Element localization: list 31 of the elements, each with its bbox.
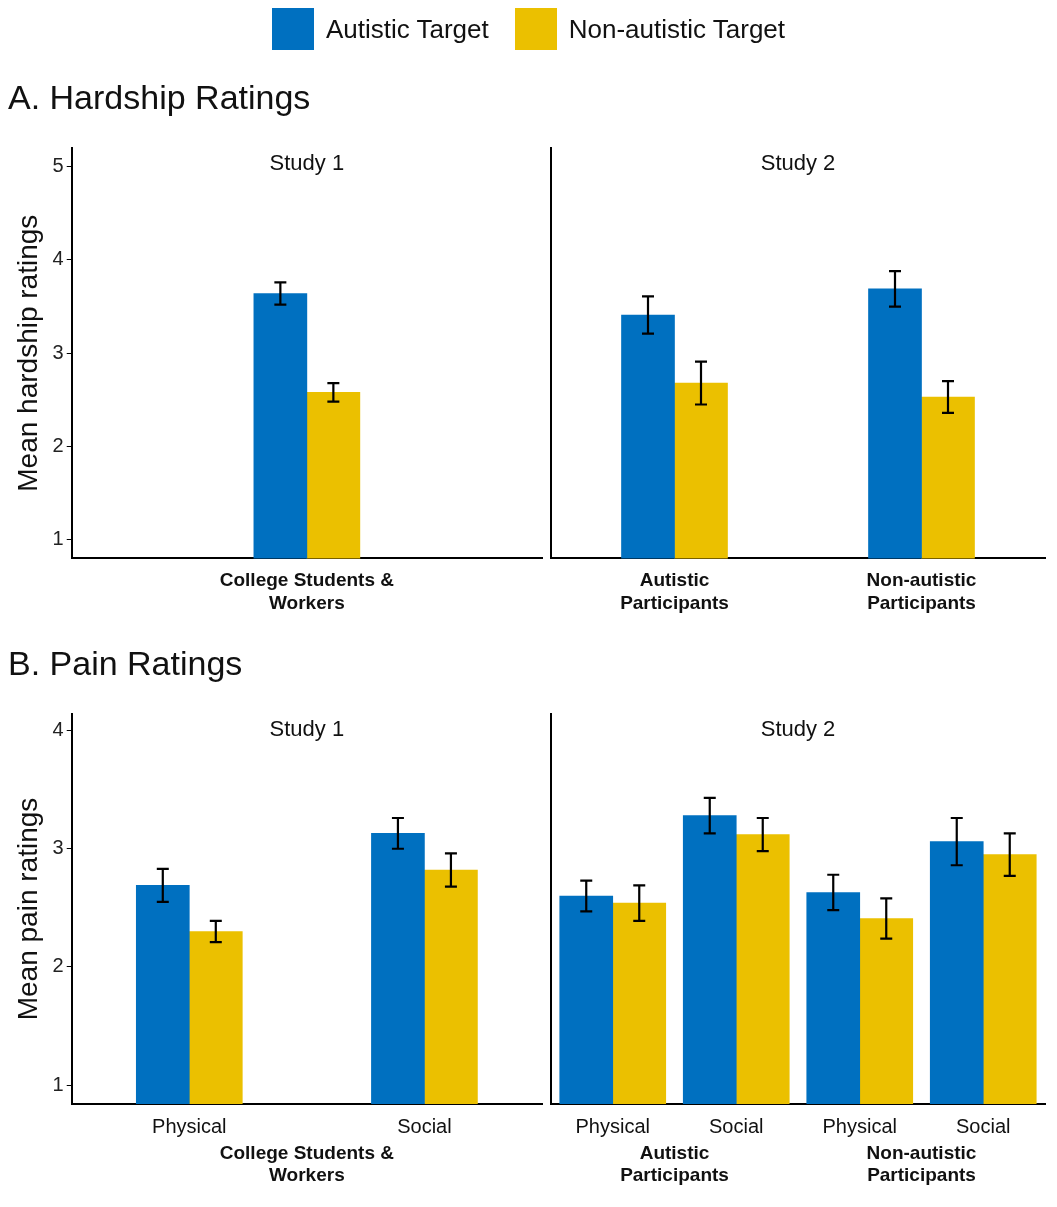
y-tick-label: 1 [52, 1072, 64, 1095]
text: Autistic Participants [620, 1142, 729, 1186]
y-tick-label: 4 [52, 718, 64, 741]
chart-subtitle: Study 2 [760, 150, 836, 176]
y-tick-label: 3 [52, 836, 64, 859]
y-tick-label: 3 [52, 340, 64, 363]
text: Non-autistic Participants [866, 1142, 977, 1186]
chart-subtitle: Study 1 [269, 716, 345, 742]
legend-label: Non-autistic Target [568, 13, 786, 45]
x-tick-label: Social [956, 1114, 1011, 1137]
x-tick-label: College Students & Workers [219, 569, 395, 613]
x-tick-label: Social [709, 1114, 764, 1137]
y-tick-label: 5 [52, 154, 64, 177]
x-tick-label: Autistic Participants [620, 569, 729, 613]
y-axis-title: Mean pain ratings [11, 797, 43, 1021]
text: College Students & Workers [219, 1142, 395, 1186]
x-tick-label: Physical [575, 1114, 650, 1137]
chart-subtitle: Study 1 [269, 150, 345, 176]
y-axis-title: Mean hardship ratings [11, 214, 43, 492]
x-tick-label: Physical [152, 1114, 227, 1137]
x-tick-label: Physical [822, 1114, 897, 1137]
y-tick-label: 1 [52, 527, 64, 550]
x-tick-label: Social [397, 1114, 452, 1137]
chart-subtitle: Study 2 [760, 716, 836, 742]
y-tick-label: 4 [52, 247, 64, 270]
chart-title: A. Hardship Ratings [8, 77, 312, 118]
x-tick-label: Non-autistic Participants [866, 569, 977, 613]
y-tick-label: 2 [52, 954, 64, 977]
y-tick-label: 2 [52, 433, 64, 456]
chart-title: B. Pain Ratings [8, 643, 244, 684]
legend-label: Autistic Target [325, 13, 489, 45]
